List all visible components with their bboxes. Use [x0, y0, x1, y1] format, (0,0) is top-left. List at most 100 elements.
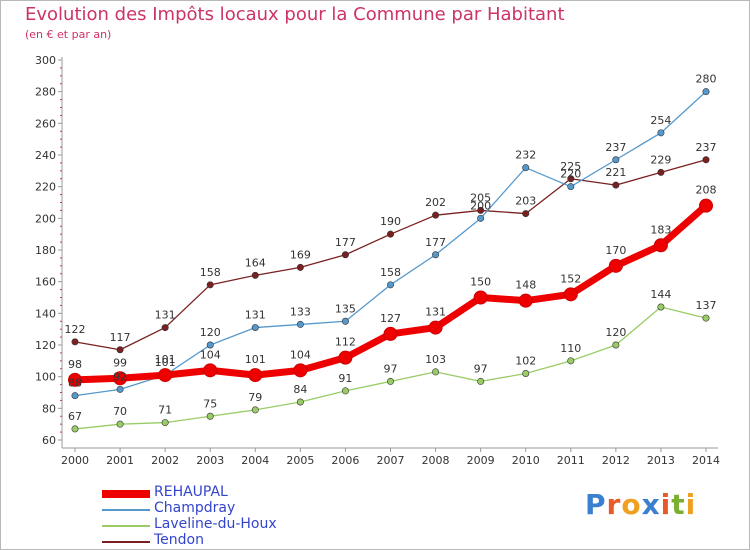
data-label: 110 — [560, 342, 581, 355]
y-tick-label: 120 — [35, 339, 56, 352]
y-tick-label: 180 — [35, 244, 56, 257]
data-label: 67 — [68, 410, 82, 423]
data-point — [341, 317, 349, 325]
data-point — [612, 156, 620, 164]
y-tick-label: 200 — [35, 212, 56, 225]
data-point — [206, 341, 214, 349]
data-label: 75 — [203, 397, 217, 410]
legend-label: Champdray — [154, 500, 236, 516]
data-label: 101 — [245, 353, 266, 366]
data-point — [116, 346, 124, 354]
data-point — [338, 350, 353, 365]
data-point — [161, 419, 169, 427]
y-tick-label: 100 — [35, 371, 56, 384]
data-label: 205 — [470, 191, 491, 204]
data-label: 117 — [110, 331, 131, 344]
data-label: 70 — [113, 405, 127, 418]
data-point — [699, 198, 713, 213]
data-label: 103 — [425, 353, 446, 366]
data-label: 104 — [290, 348, 311, 361]
x-tick-label: 2001 — [106, 454, 134, 467]
y-tick-label: 80 — [42, 402, 56, 415]
data-point — [71, 425, 79, 433]
y-tick-label: 280 — [35, 86, 56, 99]
data-label: 84 — [293, 383, 307, 396]
data-point — [386, 230, 394, 238]
data-label: 92 — [113, 370, 127, 383]
x-tick-label: 2012 — [602, 454, 630, 467]
data-point — [657, 168, 665, 176]
legend-label: Tendon — [154, 532, 204, 548]
chart-subtitle: (en € et par an) — [25, 28, 112, 41]
x-tick-label: 2005 — [286, 454, 314, 467]
x-tick-label: 2004 — [241, 454, 269, 467]
data-label: 101 — [155, 353, 176, 366]
y-tick-label: 260 — [35, 117, 56, 130]
data-point — [116, 385, 124, 393]
data-label: 97 — [474, 362, 488, 375]
data-label: 169 — [290, 248, 311, 261]
data-point — [158, 368, 173, 383]
data-point — [522, 164, 530, 172]
data-point — [432, 251, 440, 259]
data-point — [567, 183, 575, 191]
data-point — [71, 338, 79, 346]
x-tick-label: 2006 — [331, 454, 359, 467]
data-label: 91 — [338, 372, 352, 385]
data-point — [116, 420, 124, 428]
data-label: 221 — [605, 166, 626, 179]
data-label: 202 — [425, 196, 446, 209]
data-point — [248, 368, 263, 383]
data-label: 97 — [384, 362, 398, 375]
data-point — [612, 181, 620, 189]
data-label: 131 — [425, 306, 446, 319]
data-point — [432, 368, 440, 376]
y-tick-label: 240 — [35, 149, 56, 162]
data-point — [612, 341, 620, 349]
data-point — [428, 320, 443, 335]
data-label: 104 — [200, 348, 221, 361]
data-label: 170 — [605, 244, 626, 257]
data-point — [293, 363, 308, 378]
data-point — [113, 371, 128, 386]
x-tick-label: 2007 — [377, 454, 405, 467]
data-point — [206, 412, 214, 420]
legend-label: REHAUPAL — [154, 484, 228, 500]
data-point — [657, 129, 665, 137]
data-point — [251, 406, 259, 414]
data-labels-layer: 122 117 131 158 164 169 177 190 202 205 203 225 221 2… — [65, 73, 717, 423]
data-label: 101 — [155, 356, 176, 369]
data-point — [296, 398, 304, 406]
chart-axes: 60 80 100 120 140 160 180 200 220 240 260 280 300 200… — [35, 54, 720, 467]
y-tick-label: 220 — [35, 181, 56, 194]
data-point — [161, 324, 169, 332]
data-label: 120 — [200, 326, 221, 339]
x-tick-label: 2003 — [196, 454, 224, 467]
x-tick-label: 2009 — [467, 454, 495, 467]
data-point — [341, 251, 349, 259]
data-label: 225 — [560, 160, 581, 173]
data-label: 177 — [335, 236, 356, 249]
y-tick-label: 160 — [35, 276, 56, 289]
y-tick-label: 60 — [42, 434, 56, 447]
data-point — [608, 258, 623, 273]
data-label: 203 — [515, 195, 536, 208]
data-point — [386, 377, 394, 385]
data-point — [383, 326, 398, 341]
data-point — [432, 211, 440, 219]
data-label: 102 — [515, 355, 536, 368]
legend-swatch — [102, 490, 150, 498]
data-point — [477, 206, 485, 214]
x-tick-label: 2010 — [512, 454, 540, 467]
data-point — [473, 290, 488, 305]
data-label: 229 — [650, 153, 671, 166]
data-point — [567, 357, 575, 365]
data-label: 254 — [650, 114, 671, 127]
data-point — [386, 281, 394, 289]
data-label: 164 — [245, 256, 266, 269]
chart-title: Evolution des Impôts locaux pour la Comm… — [25, 4, 565, 25]
data-point — [203, 363, 218, 378]
data-label: 220 — [560, 168, 581, 181]
data-label: 152 — [560, 272, 581, 285]
data-point — [477, 214, 485, 222]
